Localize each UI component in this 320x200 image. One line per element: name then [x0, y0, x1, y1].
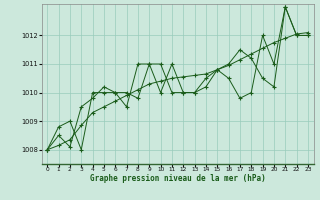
X-axis label: Graphe pression niveau de la mer (hPa): Graphe pression niveau de la mer (hPa): [90, 174, 266, 183]
